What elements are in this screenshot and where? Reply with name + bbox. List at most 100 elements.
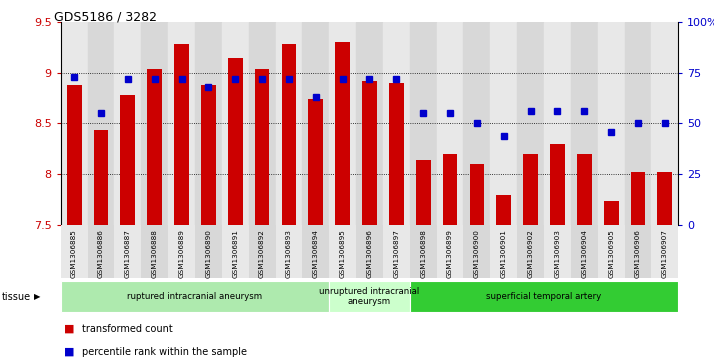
- Bar: [168, 22, 195, 225]
- Text: GSM1306902: GSM1306902: [528, 229, 533, 278]
- Text: GSM1306895: GSM1306895: [340, 229, 346, 278]
- Bar: [195, 225, 222, 278]
- Text: GSM1306901: GSM1306901: [501, 229, 507, 278]
- Bar: [141, 22, 168, 225]
- Text: percentile rank within the sample: percentile rank within the sample: [82, 347, 247, 357]
- Bar: [276, 225, 302, 278]
- Bar: [651, 225, 678, 278]
- Bar: [228, 58, 243, 363]
- Bar: [517, 225, 544, 278]
- Text: GSM1306894: GSM1306894: [313, 229, 318, 278]
- Text: GSM1306907: GSM1306907: [662, 229, 668, 278]
- Bar: [61, 22, 88, 225]
- Bar: [121, 95, 135, 363]
- Bar: [491, 22, 517, 225]
- Bar: [147, 69, 162, 363]
- Bar: [222, 225, 248, 278]
- Text: GDS5186 / 3282: GDS5186 / 3282: [54, 11, 156, 24]
- Text: GSM1306904: GSM1306904: [581, 229, 588, 278]
- Bar: [248, 225, 276, 278]
- Text: ▶: ▶: [34, 292, 41, 301]
- Bar: [248, 22, 276, 225]
- Bar: [463, 225, 491, 278]
- Bar: [598, 22, 625, 225]
- Bar: [571, 225, 598, 278]
- Text: GSM1306889: GSM1306889: [178, 229, 184, 278]
- Bar: [66, 85, 81, 363]
- Bar: [255, 69, 269, 363]
- Bar: [410, 225, 437, 278]
- Bar: [88, 22, 114, 225]
- Text: transformed count: transformed count: [82, 323, 173, 334]
- Bar: [544, 225, 571, 278]
- Bar: [114, 225, 141, 278]
- Bar: [523, 154, 538, 363]
- Bar: [598, 225, 625, 278]
- Bar: [625, 22, 651, 225]
- Bar: [630, 172, 645, 363]
- Text: GSM1306906: GSM1306906: [635, 229, 641, 278]
- Bar: [383, 22, 410, 225]
- Bar: [329, 281, 410, 312]
- Text: GSM1306886: GSM1306886: [98, 229, 104, 278]
- Text: GSM1306896: GSM1306896: [366, 229, 373, 278]
- Bar: [470, 164, 484, 363]
- Bar: [174, 44, 189, 363]
- Bar: [410, 281, 678, 312]
- Bar: [544, 22, 571, 225]
- Bar: [222, 22, 248, 225]
- Bar: [61, 281, 329, 312]
- Bar: [437, 225, 463, 278]
- Text: GSM1306898: GSM1306898: [421, 229, 426, 278]
- Text: tissue: tissue: [2, 291, 31, 302]
- Text: GSM1306897: GSM1306897: [393, 229, 399, 278]
- Bar: [651, 22, 678, 225]
- Text: ruptured intracranial aneurysm: ruptured intracranial aneurysm: [127, 292, 263, 301]
- Bar: [550, 144, 565, 363]
- Text: GSM1306893: GSM1306893: [286, 229, 292, 278]
- Bar: [410, 22, 437, 225]
- Bar: [362, 81, 377, 363]
- Text: GSM1306887: GSM1306887: [125, 229, 131, 278]
- Bar: [356, 22, 383, 225]
- Text: GSM1306905: GSM1306905: [608, 229, 614, 278]
- Bar: [577, 154, 592, 363]
- Text: GSM1306885: GSM1306885: [71, 229, 77, 278]
- Bar: [114, 22, 141, 225]
- Bar: [195, 22, 222, 225]
- Text: GSM1306890: GSM1306890: [206, 229, 211, 278]
- Bar: [625, 225, 651, 278]
- Bar: [463, 22, 491, 225]
- Bar: [383, 225, 410, 278]
- Text: unruptured intracranial
aneurysm: unruptured intracranial aneurysm: [319, 287, 420, 306]
- Bar: [496, 195, 511, 363]
- Bar: [389, 83, 403, 363]
- Bar: [491, 225, 517, 278]
- Bar: [276, 22, 302, 225]
- Bar: [571, 22, 598, 225]
- Bar: [356, 225, 383, 278]
- Bar: [658, 172, 673, 363]
- Bar: [329, 225, 356, 278]
- Bar: [517, 22, 544, 225]
- Text: ■: ■: [64, 323, 75, 334]
- Text: ■: ■: [64, 347, 75, 357]
- Bar: [302, 22, 329, 225]
- Bar: [437, 22, 463, 225]
- Text: GSM1306903: GSM1306903: [555, 229, 560, 278]
- Bar: [443, 154, 458, 363]
- Bar: [94, 130, 109, 363]
- Text: GSM1306900: GSM1306900: [474, 229, 480, 278]
- Bar: [281, 44, 296, 363]
- Bar: [61, 225, 88, 278]
- Text: GSM1306899: GSM1306899: [447, 229, 453, 278]
- Bar: [416, 160, 431, 363]
- Text: GSM1306888: GSM1306888: [151, 229, 158, 278]
- Bar: [201, 85, 216, 363]
- Text: superficial temporal artery: superficial temporal artery: [486, 292, 602, 301]
- Text: GSM1306892: GSM1306892: [259, 229, 265, 278]
- Text: GSM1306891: GSM1306891: [232, 229, 238, 278]
- Bar: [168, 225, 195, 278]
- Bar: [308, 99, 323, 363]
- Bar: [336, 42, 350, 363]
